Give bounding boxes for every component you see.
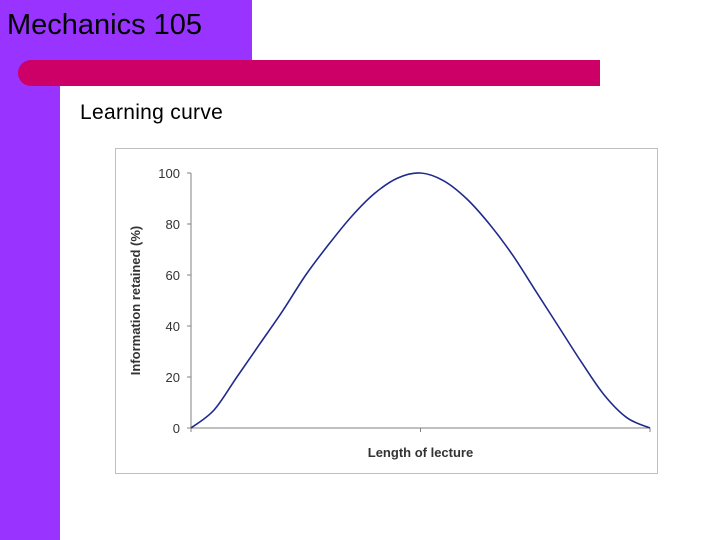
x-axis-label: Length of lecture	[368, 445, 473, 460]
y-tick-label: 20	[166, 370, 180, 385]
accent-bar	[18, 60, 600, 86]
title-box	[0, 0, 252, 60]
learning-curve-line	[190, 172, 651, 429]
left-sidebar-bar	[0, 0, 60, 540]
learning-curve-chart: 0 20 40 60 80 100 Information retained (%) Le…	[128, 166, 651, 460]
y-tick-label: 40	[166, 319, 180, 334]
y-tick-label: 80	[166, 217, 180, 232]
y-axis-label: Information retained (%)	[128, 226, 143, 376]
y-tick-label: 60	[166, 268, 180, 283]
chart-frame: 0 20 40 60 80 100 Information retained (%) Le…	[115, 148, 658, 474]
slide-subtitle: Learning curve	[80, 101, 224, 124]
slide-title: Mechanics 105	[7, 9, 203, 41]
chart-series	[190, 172, 651, 429]
chart-axes	[190, 173, 651, 432]
y-tick-label: 0	[173, 421, 180, 436]
y-tick-label: 100	[158, 166, 180, 181]
y-ticks: 0 20 40 60 80 100	[158, 166, 191, 436]
